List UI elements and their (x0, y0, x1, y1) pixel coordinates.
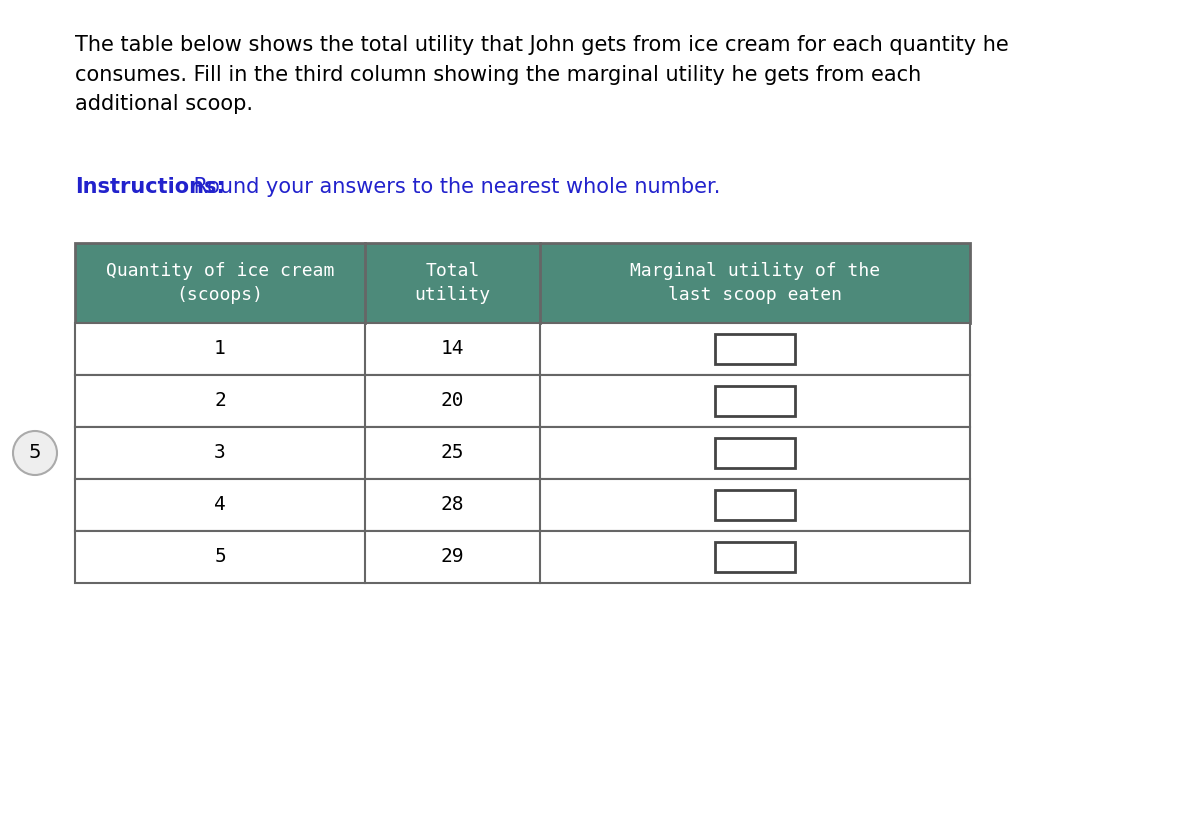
Bar (74, 427, 970, 479)
Text: The table below shows the total utility that John gets from ice cream for each q: The table below shows the total utility … (74, 35, 1009, 114)
Bar (74, 375, 970, 427)
Bar (74, 323, 970, 375)
Bar (74, 531, 970, 583)
Bar (715, 542, 796, 572)
Text: Marginal utility of the
last scoop eaten: Marginal utility of the last scoop eaten (630, 262, 880, 304)
Bar (74, 479, 970, 531)
Bar (74, 479, 970, 531)
Bar (74, 323, 970, 375)
Text: 20: 20 (440, 392, 464, 411)
Bar (74, 427, 970, 479)
Bar (715, 386, 796, 416)
Bar (715, 334, 796, 364)
Text: 1: 1 (214, 340, 226, 359)
Text: Instructions:: Instructions: (74, 177, 224, 197)
Text: 14: 14 (440, 340, 464, 359)
Text: Quantity of ice cream
(scoops): Quantity of ice cream (scoops) (106, 262, 334, 304)
Text: 25: 25 (440, 444, 464, 463)
Bar (715, 438, 796, 468)
Bar (715, 490, 796, 520)
Circle shape (13, 431, 58, 475)
Bar (74, 243, 970, 323)
Text: 2: 2 (214, 392, 226, 411)
Bar (74, 375, 970, 427)
Text: Round your answers to the nearest whole number.: Round your answers to the nearest whole … (187, 177, 720, 197)
Text: Total
utility: Total utility (414, 262, 491, 304)
Text: 3: 3 (214, 444, 226, 463)
Text: 5: 5 (29, 444, 41, 463)
Text: 4: 4 (214, 496, 226, 515)
Bar (74, 243, 970, 323)
Bar (74, 531, 970, 583)
Text: 28: 28 (440, 496, 464, 515)
Text: 29: 29 (440, 548, 464, 567)
Text: 5: 5 (214, 548, 226, 567)
